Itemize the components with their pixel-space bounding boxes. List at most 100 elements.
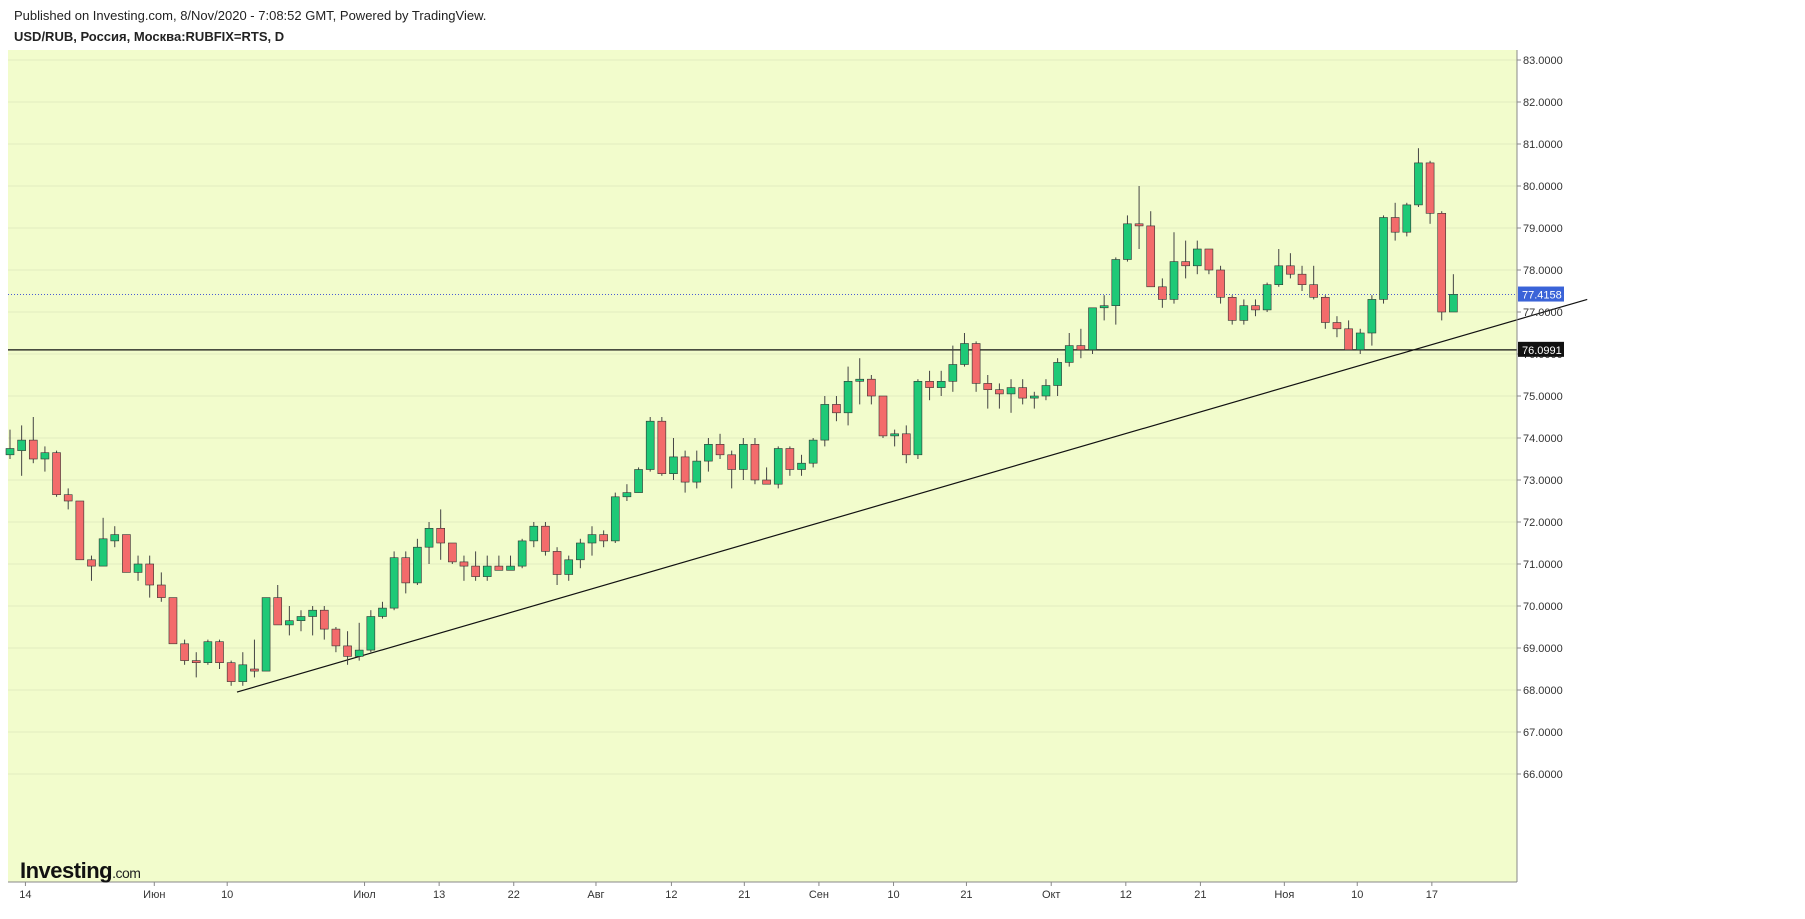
candle-body-up: [1414, 162, 1423, 206]
x-tick-label: 10: [1351, 889, 1363, 901]
candle-body-up: [622, 492, 632, 498]
candle-body-up: [1006, 387, 1016, 395]
x-tick-label: Июн: [143, 889, 165, 901]
candle: [482, 555, 492, 581]
candle-body-up: [110, 534, 120, 542]
candle-body-down: [1181, 261, 1190, 267]
candle-body-up: [354, 649, 364, 657]
candle-body-down: [983, 383, 993, 390]
candle-body-up: [1449, 294, 1458, 313]
candle-body-down: [971, 343, 981, 384]
candle: [226, 660, 236, 686]
published-line: Published on Investing.com, 8/Nov/2020 -…: [14, 8, 487, 23]
candle-body-up: [17, 439, 26, 451]
candle-body-up: [40, 452, 50, 460]
y-tick-label: 83.0000: [1523, 55, 1563, 67]
candle-body-down: [28, 439, 38, 460]
x-tick-label: Авг: [587, 889, 604, 901]
candle: [1169, 232, 1179, 304]
candle: [843, 366, 853, 426]
candle-body-down: [1390, 217, 1400, 233]
candle: [1158, 278, 1167, 308]
y-tick-label: 67.0000: [1523, 727, 1563, 739]
candle: [17, 425, 26, 476]
candle-body-down: [680, 456, 690, 483]
candle-body-up: [506, 565, 515, 571]
candle-body-up: [692, 460, 702, 483]
candle: [1134, 186, 1144, 249]
candle: [541, 522, 550, 556]
candle-body-up: [261, 597, 271, 672]
y-tick-label: 71.0000: [1523, 559, 1563, 571]
candle-body-up: [890, 433, 899, 437]
candle: [87, 555, 96, 581]
candle: [739, 438, 748, 480]
x-tick-label: Ноя: [1274, 889, 1294, 901]
candle: [250, 639, 259, 678]
candle-body-up: [564, 559, 574, 575]
candle-body-down: [599, 534, 608, 542]
candle-body-down: [331, 628, 341, 647]
candle-body-up: [1064, 345, 1074, 363]
candle: [215, 639, 224, 669]
candle-body-up: [1402, 204, 1412, 233]
candle-body-up: [1041, 385, 1051, 397]
candle: [890, 429, 899, 447]
candle: [494, 555, 504, 571]
symbol-title: USD/RUB, Россия, Москва:RUBFIX=RTS, D: [14, 29, 285, 44]
y-tick-label: 70.0000: [1523, 601, 1563, 613]
candle: [1286, 253, 1295, 279]
candle-body-up: [389, 557, 399, 609]
x-tick-label: 21: [960, 889, 972, 901]
candle-body-down: [180, 643, 189, 661]
candle-body-up: [482, 565, 492, 577]
candle: [5, 429, 15, 459]
candle: [1146, 211, 1156, 288]
y-tick-label: 74.0000: [1523, 433, 1563, 445]
candle-body-up: [948, 364, 958, 382]
candle: [1367, 295, 1377, 346]
x-tick-label: 21: [1194, 889, 1206, 901]
candle-body-down: [122, 534, 131, 573]
candle: [436, 509, 445, 560]
candle-body-down: [1076, 345, 1086, 351]
x-tick-label: 17: [1426, 889, 1438, 901]
candle: [517, 538, 527, 569]
candle-body-down: [168, 597, 178, 645]
x-tick-label: Сен: [809, 889, 829, 901]
y-tick-label: 66.0000: [1523, 769, 1563, 781]
candle-body-down: [157, 584, 166, 598]
candle: [389, 551, 399, 611]
candle-body-down: [1134, 223, 1144, 227]
candle: [459, 555, 469, 581]
candle: [634, 467, 643, 493]
candle: [564, 555, 574, 581]
candle-body-down: [901, 433, 911, 456]
candle: [680, 450, 690, 493]
candle-body-up: [1169, 261, 1179, 300]
candle-body-up: [517, 540, 527, 567]
candle-body-down: [1321, 296, 1330, 323]
candle-body-down: [1158, 286, 1167, 300]
candle: [1437, 211, 1447, 321]
candle-body-up: [773, 448, 783, 485]
candle-body-down: [1297, 273, 1307, 286]
candle: [995, 383, 1004, 409]
candle-body-up: [704, 443, 713, 462]
y-tick-label: 77.0000: [1523, 307, 1563, 319]
candle-body-up: [669, 456, 678, 474]
candle: [471, 551, 480, 581]
candle-body-down: [1146, 225, 1156, 288]
candle: [285, 606, 294, 636]
candle-body-up: [1111, 259, 1121, 307]
candle-body-down: [1251, 305, 1260, 311]
candle: [1053, 358, 1062, 396]
candle: [1099, 295, 1109, 321]
candle-body-down: [52, 452, 61, 496]
candle: [28, 417, 38, 464]
x-tick-label: 12: [1120, 889, 1132, 901]
candle-body-up: [843, 380, 853, 414]
candle-body-down: [191, 660, 201, 663]
candle: [832, 396, 841, 422]
